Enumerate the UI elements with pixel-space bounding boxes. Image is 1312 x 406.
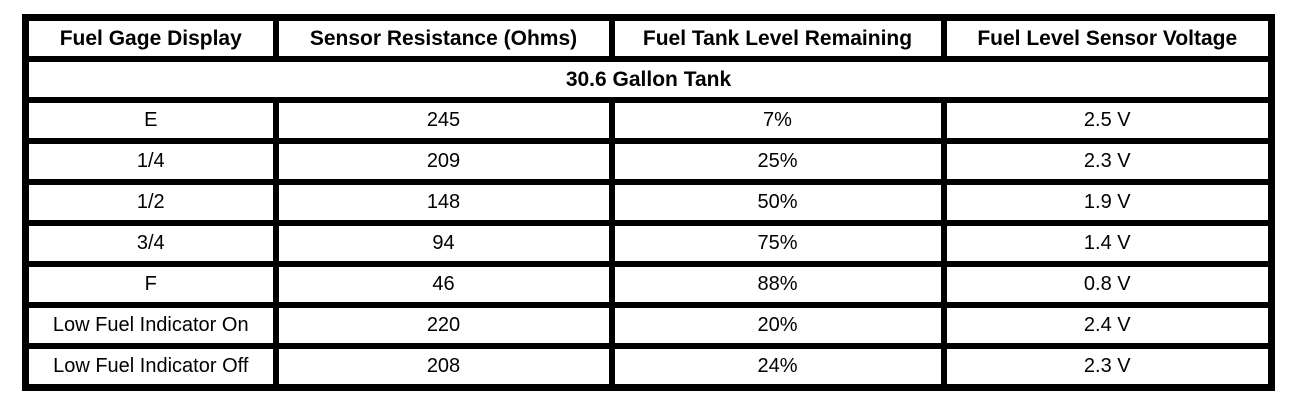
cell-level-remaining: 75%	[608, 220, 947, 267]
cell-level-remaining: 7%	[608, 97, 947, 144]
cell-resistance: 94	[272, 220, 615, 267]
table-row: 3/4 94 75% 1.4 V	[22, 220, 1275, 267]
cell-sensor-voltage: 2.3 V	[940, 138, 1275, 185]
cell-gage-display: 3/4	[22, 220, 279, 267]
cell-gage-display: Low Fuel Indicator Off	[22, 343, 279, 391]
cell-resistance: 245	[272, 97, 615, 144]
cell-level-remaining: 20%	[608, 302, 947, 349]
table-row: 1/4 209 25% 2.3 V	[22, 138, 1275, 185]
cell-sensor-voltage: 2.4 V	[940, 302, 1275, 349]
tank-size-cell: 30.6 Gallon Tank	[22, 56, 1275, 103]
cell-gage-display: 1/2	[22, 179, 279, 226]
header-fuel-level-sensor-voltage: Fuel Level Sensor Voltage	[940, 14, 1275, 62]
cell-sensor-voltage: 1.4 V	[940, 220, 1275, 267]
table-row: Low Fuel Indicator On 220 20% 2.4 V	[22, 302, 1275, 349]
table-row: F 46 88% 0.8 V	[22, 261, 1275, 308]
header-fuel-tank-level-remaining: Fuel Tank Level Remaining	[608, 14, 947, 62]
cell-sensor-voltage: 2.3 V	[940, 343, 1275, 391]
cell-level-remaining: 50%	[608, 179, 947, 226]
cell-gage-display: Low Fuel Indicator On	[22, 302, 279, 349]
cell-sensor-voltage: 0.8 V	[940, 261, 1275, 308]
fuel-level-spec-table: Fuel Gage Display Sensor Resistance (Ohm…	[22, 14, 1275, 391]
cell-sensor-voltage: 1.9 V	[940, 179, 1275, 226]
cell-resistance: 208	[272, 343, 615, 391]
cell-sensor-voltage: 2.5 V	[940, 97, 1275, 144]
tank-size-row: 30.6 Gallon Tank	[22, 56, 1275, 103]
cell-level-remaining: 24%	[608, 343, 947, 391]
table-row: Low Fuel Indicator Off 208 24% 2.3 V	[22, 343, 1275, 391]
cell-level-remaining: 88%	[608, 261, 947, 308]
cell-gage-display: 1/4	[22, 138, 279, 185]
cell-gage-display: F	[22, 261, 279, 308]
cell-resistance: 46	[272, 261, 615, 308]
header-fuel-gage-display: Fuel Gage Display	[22, 14, 279, 62]
header-sensor-resistance: Sensor Resistance (Ohms)	[272, 14, 615, 62]
cell-resistance: 148	[272, 179, 615, 226]
header-row: Fuel Gage Display Sensor Resistance (Ohm…	[22, 14, 1275, 62]
table-row: E 245 7% 2.5 V	[22, 97, 1275, 144]
cell-level-remaining: 25%	[608, 138, 947, 185]
cell-resistance: 220	[272, 302, 615, 349]
cell-resistance: 209	[272, 138, 615, 185]
cell-gage-display: E	[22, 97, 279, 144]
table-row: 1/2 148 50% 1.9 V	[22, 179, 1275, 226]
